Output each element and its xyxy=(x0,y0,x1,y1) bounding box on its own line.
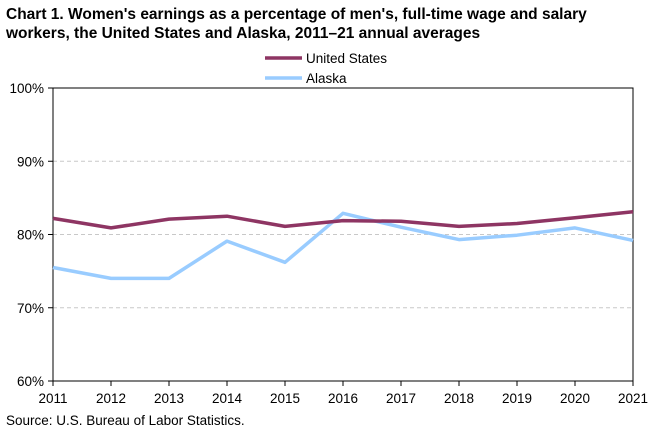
y-tick-label: 70% xyxy=(17,301,44,316)
x-axis-tick-labels: 2011 2012 2013 2014 2015 2016 2017 2018 2019 2020… xyxy=(38,381,648,406)
x-tick-label: 2021 xyxy=(618,391,648,406)
x-tick-label: 2018 xyxy=(444,391,474,406)
y-tick-label: 100% xyxy=(9,81,44,96)
x-tick-label: 2013 xyxy=(154,391,184,406)
chart-title-line-2: workers, the United States and Alaska, 2… xyxy=(6,25,481,42)
y-tick-label: 80% xyxy=(17,228,44,243)
series-lines xyxy=(52,210,634,281)
series-line-alaska xyxy=(52,211,634,281)
y-tick-label: 90% xyxy=(17,154,44,169)
series-line-united-states xyxy=(52,210,634,230)
chart-title-line-1: Chart 1. Women's earnings as a percentag… xyxy=(6,6,587,23)
x-tick-label: 2020 xyxy=(560,391,590,406)
x-tick-label: 2016 xyxy=(328,391,358,406)
y-axis-tick-labels: 60% 70% 80% 90% 100% xyxy=(9,81,53,389)
legend-label-united-states: United States xyxy=(306,51,387,66)
x-tick-label: 2014 xyxy=(212,391,243,406)
x-tick-label: 2017 xyxy=(386,391,416,406)
x-tick-label: 2012 xyxy=(96,391,126,406)
legend-label-alaska: Alaska xyxy=(306,71,347,86)
legend: United States Alaska xyxy=(265,51,387,86)
chart-title: Chart 1. Women's earnings as a percentag… xyxy=(6,5,656,43)
x-tick-label: 2019 xyxy=(502,391,532,406)
x-tick-label: 2011 xyxy=(38,391,67,406)
source-note: Source: U.S. Bureau of Labor Statistics. xyxy=(6,413,245,428)
y-tick-label: 60% xyxy=(17,374,44,389)
x-tick-label: 2015 xyxy=(270,391,300,406)
gridlines xyxy=(53,160,633,309)
